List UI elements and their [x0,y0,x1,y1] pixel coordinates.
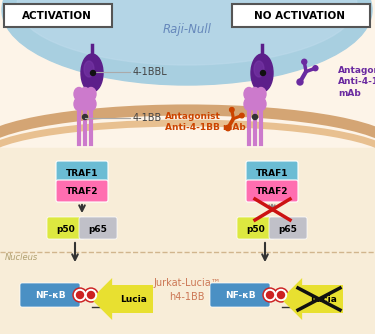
Text: NF-κB: NF-κB [225,292,255,301]
FancyBboxPatch shape [20,283,80,307]
Ellipse shape [74,88,84,101]
FancyBboxPatch shape [56,161,108,183]
Circle shape [267,292,273,299]
Circle shape [264,290,276,301]
Circle shape [90,70,96,75]
Circle shape [261,70,266,75]
Text: 4-1BB: 4-1BB [133,113,162,123]
Ellipse shape [81,54,103,92]
Text: TRAF2: TRAF2 [66,187,98,196]
FancyBboxPatch shape [210,283,270,307]
FancyBboxPatch shape [246,180,298,202]
Circle shape [302,59,307,64]
Ellipse shape [250,98,260,111]
Ellipse shape [250,88,260,101]
Text: NO ACTIVATION: NO ACTIVATION [255,11,345,21]
Text: Lucia: Lucia [121,296,147,305]
FancyBboxPatch shape [47,217,85,239]
FancyBboxPatch shape [246,161,298,183]
Text: p50: p50 [247,224,266,233]
Ellipse shape [80,88,90,101]
Circle shape [86,290,96,301]
FancyBboxPatch shape [281,278,343,320]
FancyBboxPatch shape [91,278,153,320]
Ellipse shape [2,0,372,85]
Text: p65: p65 [88,224,107,233]
Text: 4-1BBL: 4-1BBL [133,67,168,77]
FancyBboxPatch shape [79,217,117,239]
FancyBboxPatch shape [269,217,307,239]
Text: Raji-Null: Raji-Null [163,23,211,36]
Circle shape [313,66,318,71]
Bar [0,148,375,334]
Circle shape [240,113,244,118]
Ellipse shape [256,88,266,101]
Circle shape [225,125,231,131]
Ellipse shape [17,0,357,65]
FancyBboxPatch shape [237,217,275,239]
Text: Antagonist
Anti-4-1BB mAb: Antagonist Anti-4-1BB mAb [165,112,246,132]
Ellipse shape [256,98,266,111]
Text: Antagonist
Anti-4-1BBL
mAb: Antagonist Anti-4-1BBL mAb [338,66,375,98]
Ellipse shape [86,98,96,111]
Circle shape [87,292,94,299]
Ellipse shape [86,88,96,101]
Circle shape [278,292,285,299]
Ellipse shape [251,54,273,92]
Circle shape [73,288,87,302]
Text: NF-κB: NF-κB [34,292,65,301]
Circle shape [84,288,98,302]
Text: Nucleus: Nucleus [5,253,38,262]
Circle shape [75,290,86,301]
Ellipse shape [74,98,84,111]
Circle shape [274,288,288,302]
Text: Lucia: Lucia [310,296,338,305]
FancyBboxPatch shape [3,3,111,26]
Ellipse shape [80,98,90,111]
Circle shape [230,108,234,112]
Ellipse shape [84,61,94,77]
Text: p50: p50 [57,224,75,233]
Circle shape [82,115,87,120]
Circle shape [76,292,84,299]
Text: Jurkat-Lucia™
h4-1BB: Jurkat-Lucia™ h4-1BB [153,279,221,302]
Text: TRAF2: TRAF2 [256,187,288,196]
Text: TRAF1: TRAF1 [66,168,98,177]
Circle shape [276,290,286,301]
Circle shape [297,79,303,85]
Circle shape [263,288,277,302]
Ellipse shape [244,88,254,101]
Circle shape [252,115,258,120]
Text: ACTIVATION: ACTIVATION [22,11,92,21]
Ellipse shape [254,61,264,77]
Text: TRAF1: TRAF1 [256,168,288,177]
Ellipse shape [244,98,254,111]
Text: p65: p65 [279,224,297,233]
FancyBboxPatch shape [56,180,108,202]
FancyBboxPatch shape [231,3,369,26]
